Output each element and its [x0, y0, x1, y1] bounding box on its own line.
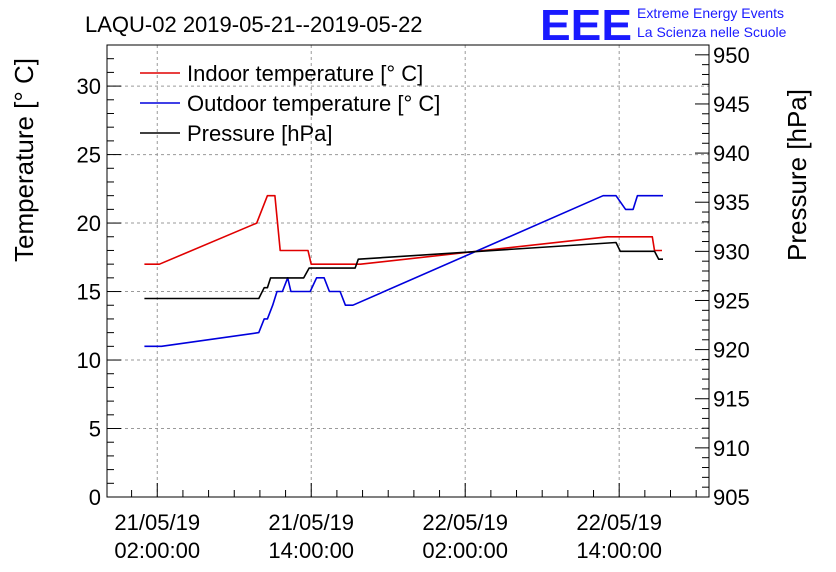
y-left-tick-label: 10 [77, 348, 101, 373]
legend-label: Outdoor temperature [° C] [187, 91, 440, 116]
y-right-tick-label: 940 [713, 141, 750, 166]
y-left-axis-title: Temperature [° C] [9, 58, 39, 262]
y-right-tick-label: 930 [713, 239, 750, 264]
plot-frame [106, 44, 710, 498]
logo-line1: Extreme Energy Events [637, 5, 784, 21]
grid [107, 45, 709, 497]
series-layer [144, 194, 663, 348]
logo-mark: EEE [540, 1, 632, 50]
y-left-tick-label: 20 [77, 211, 101, 236]
y-right-tick-label: 910 [713, 436, 750, 461]
eee-logo: EEE Extreme Energy Events La Scienza nel… [540, 1, 787, 50]
legend-label: Pressure [hPa] [187, 121, 333, 146]
legend-label: Indoor temperature [° C] [187, 61, 423, 86]
x-tick-label-time: 14:00:00 [268, 538, 354, 563]
y-right-tick-label: 905 [713, 485, 750, 510]
series-line-2 [144, 241, 663, 300]
y-left-tick-label: 15 [77, 280, 101, 305]
y-left-tick-label: 5 [89, 417, 101, 442]
x-tick-label-time: 02:00:00 [114, 538, 200, 563]
y-right-tick-label: 920 [713, 338, 750, 363]
logo-line2: La Scienza nelle Scuole [637, 24, 787, 40]
y-right-tick-label: 935 [713, 190, 750, 215]
x-tick-label-date: 22/05/19 [422, 510, 508, 535]
y-right-axis-title: Pressure [hPa] [782, 89, 812, 261]
series-line-1 [144, 194, 663, 348]
y-left-tick-label: 0 [89, 485, 101, 510]
x-tick-label-date: 22/05/19 [576, 510, 662, 535]
y-left-tick-label: 25 [77, 143, 101, 168]
y-right-tick-label: 915 [713, 387, 750, 412]
chart-title: LAQU-02 2019-05-21--2019-05-22 [85, 12, 423, 37]
y-right-tick-label: 950 [713, 43, 750, 68]
axes: 0 5 10 15 20 25 30 905 910 915 920 925 930 935 940 945 9… [9, 43, 812, 563]
y-left-tick-label: 30 [77, 74, 101, 99]
x-tick-label-date: 21/05/19 [268, 510, 354, 535]
series-line-0 [144, 194, 662, 266]
x-tick-label-time: 02:00:00 [422, 538, 508, 563]
y-right-tick-label: 925 [713, 288, 750, 313]
legend: Indoor temperature [° C] Outdoor temperat… [140, 61, 440, 146]
x-tick-label-date: 21/05/19 [114, 510, 200, 535]
y-right-tick-label: 945 [713, 92, 750, 117]
x-tick-label-time: 14:00:00 [576, 538, 662, 563]
